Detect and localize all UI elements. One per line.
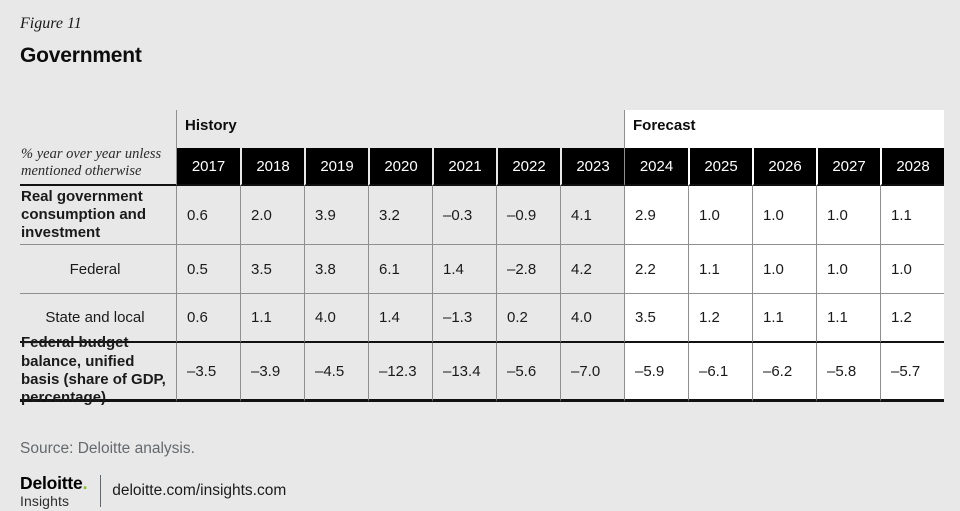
- logo-green-dot: .: [82, 473, 88, 493]
- logo-text-deloitte: Deloitte: [20, 473, 83, 493]
- data-cell: 4.0: [560, 294, 624, 343]
- data-cell: 1.2: [880, 294, 944, 343]
- data-cell: 1.0: [688, 186, 752, 245]
- year-header: 2025: [688, 148, 752, 186]
- year-header: 2017: [176, 148, 240, 186]
- year-header: 2018: [240, 148, 304, 186]
- data-cell: –5.7: [880, 343, 944, 402]
- source-note: Source: Deloitte analysis.: [20, 440, 195, 457]
- data-cell: –12.3: [368, 343, 432, 402]
- data-cell: 1.1: [240, 294, 304, 343]
- year-header: 2027: [816, 148, 880, 186]
- data-cell: –5.8: [816, 343, 880, 402]
- band-spacer: [20, 110, 176, 148]
- data-cell: 1.0: [816, 186, 880, 245]
- year-header: 2022: [496, 148, 560, 186]
- brand-divider: [100, 475, 102, 508]
- data-cell: 3.5: [624, 294, 688, 343]
- year-header: 2021: [432, 148, 496, 186]
- data-cell: –6.2: [752, 343, 816, 402]
- data-cell: 3.9: [304, 186, 368, 245]
- data-cell: 1.0: [816, 245, 880, 294]
- data-cell: 1.4: [432, 245, 496, 294]
- data-cell: 1.0: [752, 186, 816, 245]
- section-header-forecast: Forecast: [624, 110, 944, 148]
- data-cell: –5.9: [624, 343, 688, 402]
- data-cell: 1.0: [752, 245, 816, 294]
- row-label: Real government consumption and investme…: [20, 186, 176, 245]
- section-header-history: History: [176, 110, 624, 148]
- data-cell: –1.3: [432, 294, 496, 343]
- year-header: 2026: [752, 148, 816, 186]
- unit-note: % year over year unless mentioned otherw…: [20, 146, 176, 186]
- data-cell: 6.1: [368, 245, 432, 294]
- data-cell: 3.5: [240, 245, 304, 294]
- data-cell: 1.1: [816, 294, 880, 343]
- data-cell: 1.1: [880, 186, 944, 245]
- data-cell: –0.3: [432, 186, 496, 245]
- logo-wordmark: Deloitte.: [20, 473, 88, 493]
- page-title: Government: [20, 44, 142, 67]
- data-cell: 0.2: [496, 294, 560, 343]
- data-cell: –3.5: [176, 343, 240, 402]
- footer-url: deloitte.com/insights.com: [112, 482, 287, 500]
- data-cell: –4.5: [304, 343, 368, 402]
- data-cell: –2.8: [496, 245, 560, 294]
- row-label: Federal: [20, 245, 176, 294]
- data-cell: 4.2: [560, 245, 624, 294]
- logo-text-insights: Insights: [20, 492, 70, 509]
- year-header: 2020: [368, 148, 432, 186]
- data-cell: 1.1: [752, 294, 816, 343]
- data-cell: –3.9: [240, 343, 304, 402]
- data-cell: 0.6: [176, 294, 240, 343]
- data-cell: 1.2: [688, 294, 752, 343]
- data-cell: 4.0: [304, 294, 368, 343]
- row-label: Federal budget balance, unified basis (s…: [20, 334, 176, 406]
- data-cell: –0.9: [496, 186, 560, 245]
- data-cell: 2.0: [240, 186, 304, 245]
- data-cell: 3.2: [368, 186, 432, 245]
- data-cell: –7.0: [560, 343, 624, 402]
- data-cell: –13.4: [432, 343, 496, 402]
- row-label: State and local: [20, 294, 176, 343]
- data-cell: 3.8: [304, 245, 368, 294]
- data-cell: 1.1: [688, 245, 752, 294]
- year-header: 2023: [560, 148, 624, 186]
- data-cell: 2.9: [624, 186, 688, 245]
- data-table: History Forecast % year over year unless…: [20, 110, 944, 406]
- data-cell: –6.1: [688, 343, 752, 402]
- year-header: 2019: [304, 148, 368, 186]
- data-cell: –5.6: [496, 343, 560, 402]
- year-header: 2024: [624, 148, 688, 186]
- year-header: 2028: [880, 148, 944, 186]
- data-cell: 1.4: [368, 294, 432, 343]
- figure-label: Figure 11: [20, 15, 82, 32]
- deloitte-insights-logo: Deloitte. Insights: [20, 473, 88, 509]
- data-cell: 0.6: [176, 186, 240, 245]
- data-cell: 0.5: [176, 245, 240, 294]
- data-cell: 2.2: [624, 245, 688, 294]
- data-cell: 1.0: [880, 245, 944, 294]
- footer-brand: Deloitte. Insights deloitte.com/insights…: [20, 473, 287, 509]
- data-cell: 4.1: [560, 186, 624, 245]
